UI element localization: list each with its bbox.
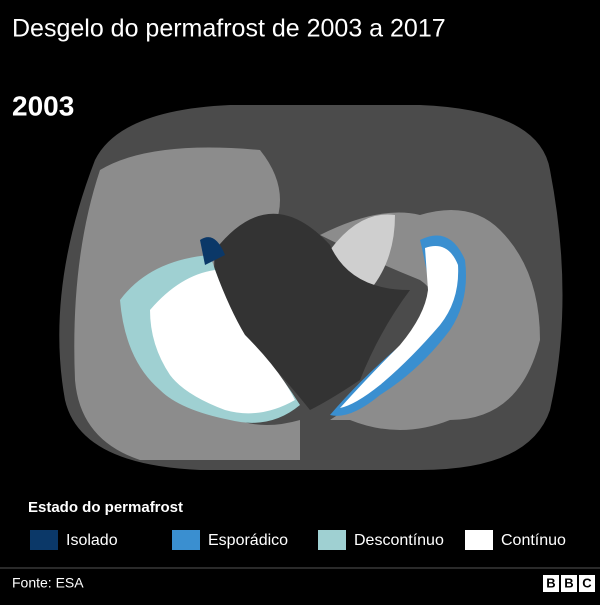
legend-swatch [30,530,58,550]
legend-title: Estado do permafrost [28,499,183,516]
permafrost-continuous [150,270,295,414]
permafrost-continuous [340,246,459,408]
logo-box [543,575,559,592]
title: Desgelo do permafrost de 2003 a 2017 [12,15,446,43]
legend-label: Contínuo [501,532,566,549]
legend: Isolado Esporádico Descontínuo Contínuo [30,530,566,550]
legend-label: Esporádico [208,532,288,549]
permafrost-isolated [200,237,225,265]
logo-box [579,575,595,592]
legend-label: Isolado [66,532,118,549]
logo-letter: C [582,575,592,590]
logo-letter: B [546,575,555,590]
legend-label: Descontínuo [354,532,444,549]
logo-letter: B [564,575,573,590]
legend-swatch [172,530,200,550]
legend-swatch [465,530,493,550]
arctic-ocean [214,213,410,410]
logo-box [561,575,577,592]
source: Fonte: ESA [12,575,84,591]
year-label: 2003 [12,90,74,121]
land-americas [320,210,540,430]
map [59,105,563,470]
legend-swatch [318,530,346,550]
